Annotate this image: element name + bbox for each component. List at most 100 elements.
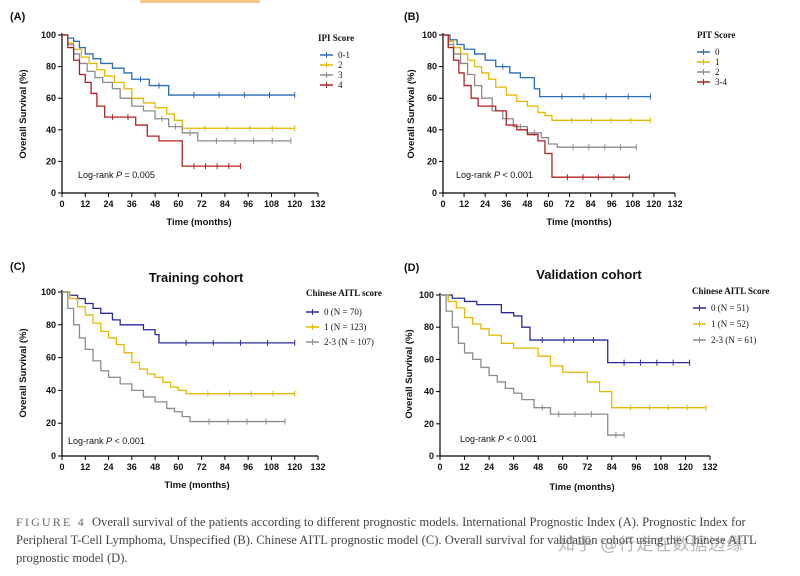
y-tick-label: 40 xyxy=(46,385,56,395)
legend-title: Chinese AITL score xyxy=(306,288,382,298)
legend-entry: 0 xyxy=(715,47,720,57)
legend-title: IPI Score xyxy=(318,33,354,43)
legend-entry: 1 xyxy=(715,57,720,67)
y-tick-label: 40 xyxy=(46,125,56,135)
km-curve-1 xyxy=(443,34,651,98)
legend-entry: 0-1 xyxy=(338,50,350,60)
x-tick-label: 0 xyxy=(440,199,445,209)
y-tick-label: 40 xyxy=(427,125,437,135)
y-axis-label: Overall Survival (%) xyxy=(404,329,415,418)
caption-text: Overall survival of the patients accordi… xyxy=(16,515,757,565)
figure-caption: FIGURE 4 Overall survival of the patients… xyxy=(16,513,786,567)
x-tick-label: 132 xyxy=(310,199,325,209)
x-tick-label: 72 xyxy=(582,462,592,472)
x-tick-label: 48 xyxy=(522,199,532,209)
x-tick-label: 72 xyxy=(565,199,575,209)
chart-title: Validation cohort xyxy=(536,267,642,282)
y-tick-label: 60 xyxy=(46,353,56,363)
x-tick-label: 120 xyxy=(646,199,661,209)
km-curve-3 xyxy=(62,34,291,142)
x-tick-label: 120 xyxy=(678,462,693,472)
y-axis-label: Overall Survival (%) xyxy=(18,69,29,158)
legend-entry: 0 (N = 70) xyxy=(324,307,362,317)
x-tick-label: 108 xyxy=(653,462,668,472)
legend-entry: 1 (N = 123) xyxy=(324,322,366,332)
legend-entry: 2 xyxy=(715,67,720,77)
y-tick-label: 60 xyxy=(427,93,437,103)
km-panel-4: (D) Validation cohort 0 20 40 60 80 100 0 12 24 36 4… xyxy=(404,262,769,493)
x-axis-label: Time (months) xyxy=(546,217,611,228)
x-tick-label: 96 xyxy=(631,462,641,472)
km-curve-2 xyxy=(443,34,651,121)
km-curve-3 xyxy=(440,294,625,436)
y-tick-label: 0 xyxy=(432,188,437,198)
x-tick-label: 24 xyxy=(484,462,494,472)
x-tick-label: 12 xyxy=(459,199,469,209)
y-tick-label: 40 xyxy=(424,387,434,397)
x-tick-label: 132 xyxy=(667,199,682,209)
legend-entry: 3-4 xyxy=(715,77,727,87)
logrank-annotation: Log-rank P = 0.005 xyxy=(78,170,155,180)
y-tick-label: 20 xyxy=(427,156,437,166)
km-curve-1 xyxy=(62,34,295,96)
km-curve-3 xyxy=(62,291,286,423)
caption-label: FIGURE 4 xyxy=(16,515,86,529)
x-tick-label: 120 xyxy=(287,199,302,209)
legend-entry: 1 (N = 52) xyxy=(711,319,749,329)
y-axis-label: Overall Survival (%) xyxy=(406,69,417,158)
x-tick-label: 0 xyxy=(59,462,64,472)
x-tick-label: 108 xyxy=(625,199,640,209)
x-tick-label: 84 xyxy=(586,199,596,209)
y-tick-label: 20 xyxy=(424,419,434,429)
x-tick-label: 84 xyxy=(607,462,617,472)
x-tick-label: 84 xyxy=(220,199,230,209)
x-tick-label: 108 xyxy=(264,462,279,472)
x-tick-label: 36 xyxy=(127,462,137,472)
x-tick-label: 72 xyxy=(197,462,207,472)
x-tick-label: 12 xyxy=(80,199,90,209)
y-tick-label: 80 xyxy=(424,322,434,332)
km-curve-1 xyxy=(62,291,295,344)
x-tick-label: 24 xyxy=(480,199,490,209)
x-tick-label: 0 xyxy=(59,199,64,209)
logrank-annotation: Log-rank P < 0.001 xyxy=(460,434,537,444)
x-tick-label: 96 xyxy=(607,199,617,209)
x-tick-label: 132 xyxy=(310,462,325,472)
km-curve-2 xyxy=(62,34,295,129)
x-axis-label: Time (months) xyxy=(166,217,231,228)
panel-label: (D) xyxy=(404,262,420,274)
km-curve-4 xyxy=(62,34,241,167)
logrank-annotation: Log-rank P < 0.001 xyxy=(68,436,145,446)
y-tick-label: 100 xyxy=(41,287,56,297)
x-tick-label: 60 xyxy=(173,199,183,209)
x-tick-label: 48 xyxy=(533,462,543,472)
x-tick-label: 24 xyxy=(104,462,114,472)
x-tick-label: 60 xyxy=(543,199,553,209)
km-curve-3 xyxy=(443,34,637,148)
x-tick-label: 132 xyxy=(702,462,717,472)
y-tick-label: 20 xyxy=(46,156,56,166)
y-tick-label: 20 xyxy=(46,418,56,428)
logrank-annotation: Log-rank P < 0.001 xyxy=(456,170,533,180)
legend-title: PIT Score xyxy=(697,30,735,40)
y-tick-label: 100 xyxy=(422,30,437,40)
y-tick-label: 0 xyxy=(51,451,56,461)
legend-entry: 3 xyxy=(338,70,343,80)
legend-entry: 4 xyxy=(338,80,343,90)
legend-title: Chinese AITL Score xyxy=(692,286,769,296)
legend-entry: 2-3 (N = 61) xyxy=(711,335,756,345)
x-tick-label: 36 xyxy=(501,199,511,209)
panel-label: (A) xyxy=(10,11,26,23)
y-tick-label: 100 xyxy=(419,290,434,300)
km-panel-3: (C) Training cohort 0 20 40 60 80 100 0 12 24 36 48 6… xyxy=(10,261,382,491)
km-curve-2 xyxy=(62,291,295,395)
x-tick-label: 96 xyxy=(243,462,253,472)
x-tick-label: 96 xyxy=(243,199,253,209)
legend-entry: 0 (N = 51) xyxy=(711,303,749,313)
x-tick-label: 12 xyxy=(460,462,470,472)
x-tick-label: 48 xyxy=(150,199,160,209)
panel-label: (B) xyxy=(404,11,420,23)
x-axis-label: Time (months) xyxy=(549,482,614,493)
